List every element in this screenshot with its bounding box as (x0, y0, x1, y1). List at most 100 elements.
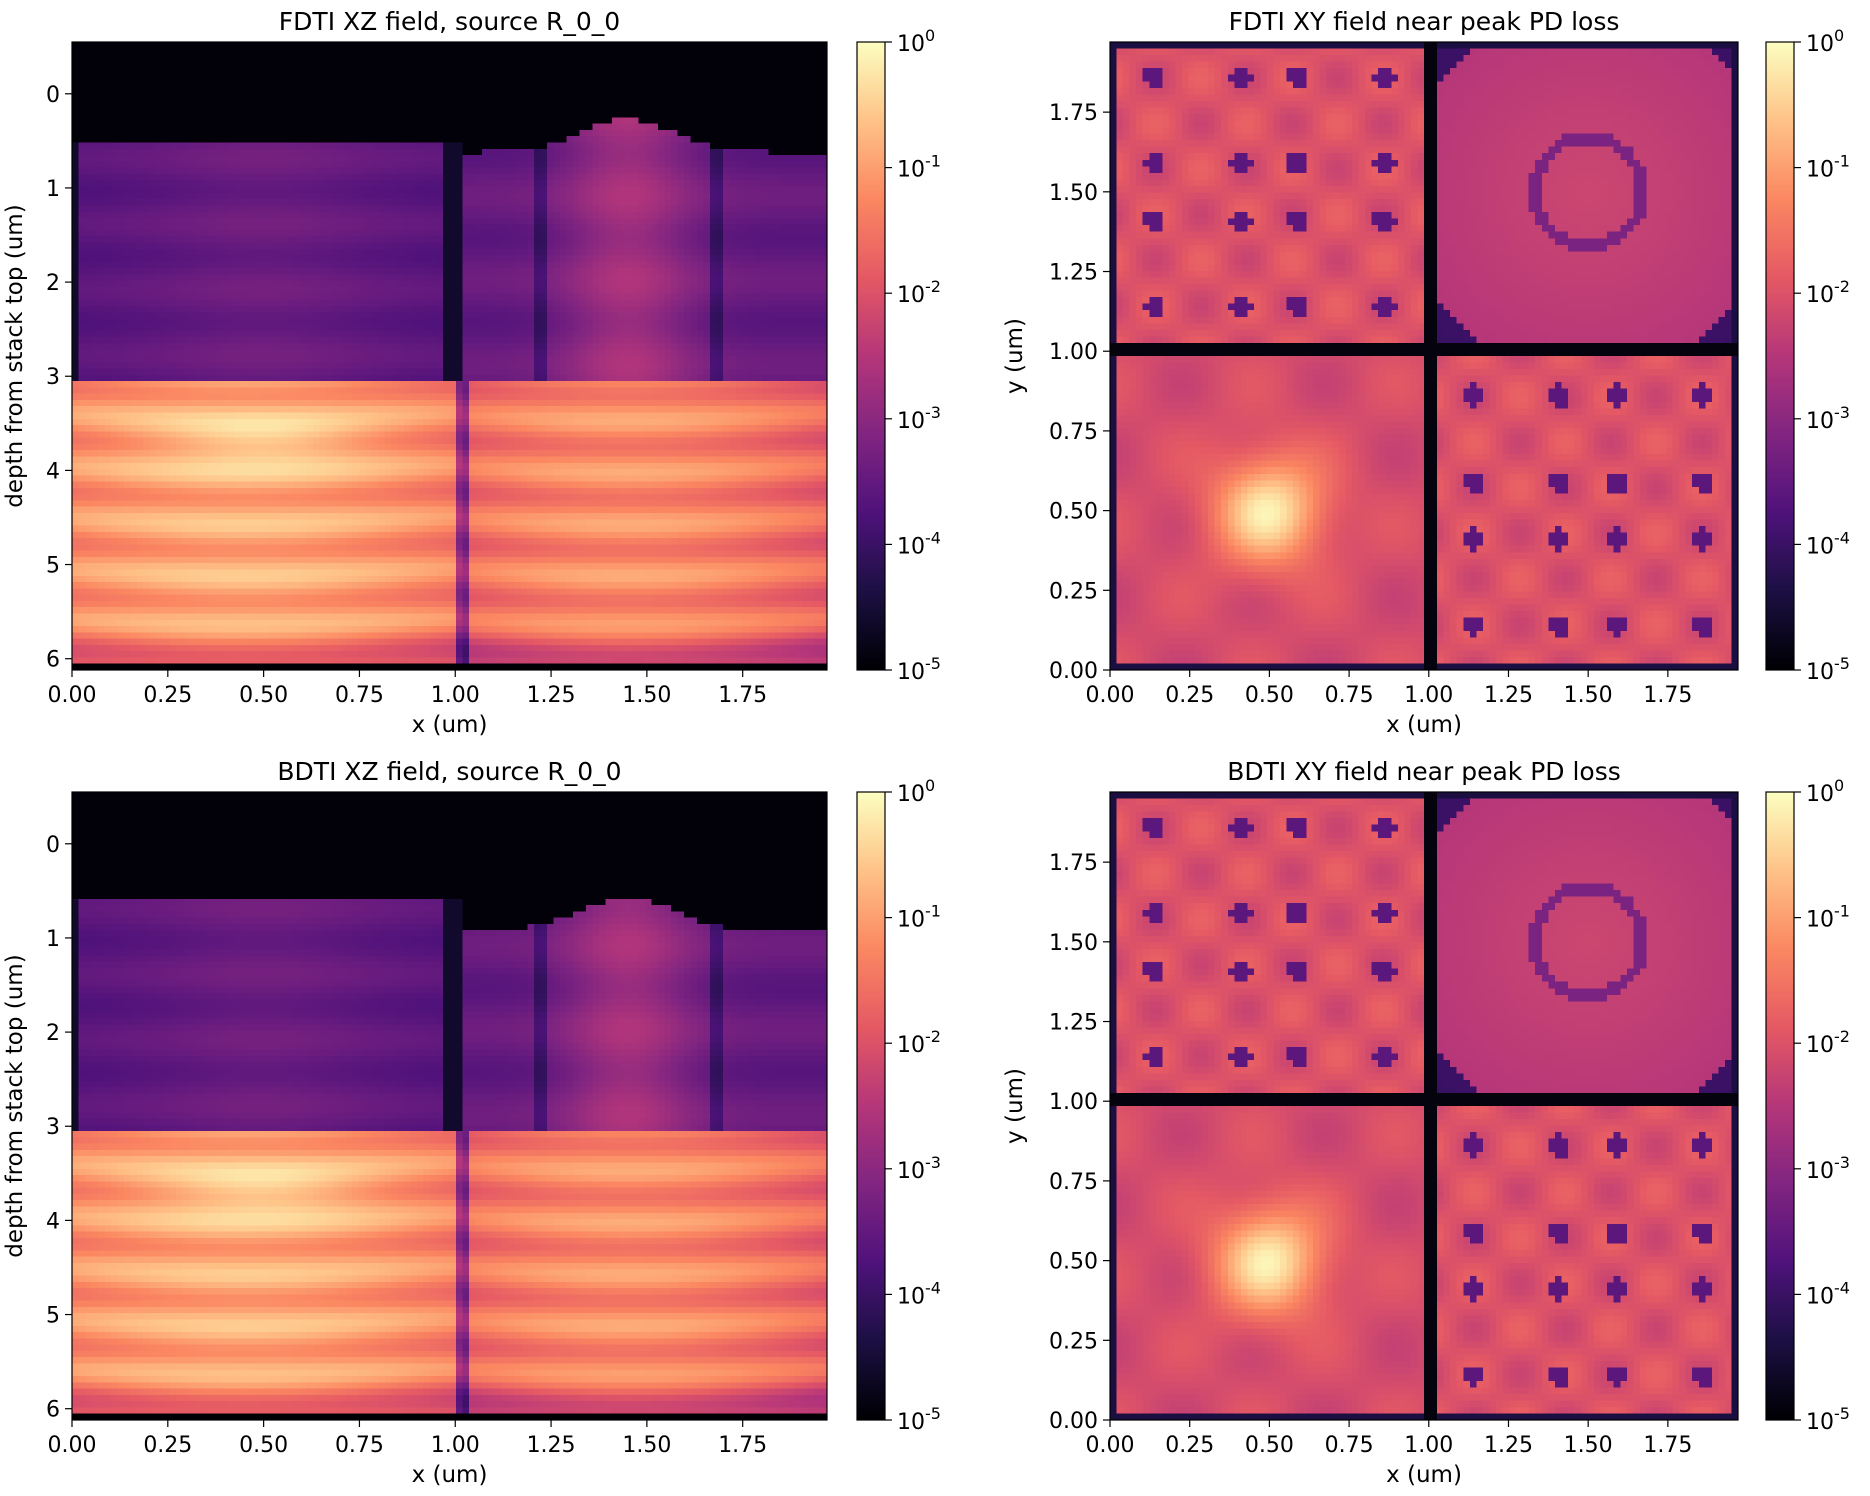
colorbar-tick-label: 10-1 (897, 152, 941, 183)
y-tick-label: 2 (46, 271, 60, 296)
plot-frame (71, 41, 828, 671)
colorbar-tick-label: 100 (1806, 26, 1844, 57)
colorbar-tick-label: 10-5 (1806, 1404, 1850, 1435)
plot-frame (71, 791, 828, 1421)
y-tick-label: 0.00 (1049, 659, 1098, 684)
colorbar-tick-label: 10-3 (1806, 403, 1850, 434)
y-tick-label: 1.50 (1049, 181, 1098, 206)
colorbar-tick-label: 10-4 (897, 1278, 941, 1309)
colorbar-tick-label: 10-1 (1806, 902, 1850, 933)
x-tick-label: 0.25 (1165, 1433, 1214, 1458)
x-tick-label: 0.75 (335, 683, 384, 708)
y-tick-label: 4 (46, 459, 60, 484)
colorbar-tick-label: 10-2 (1806, 277, 1850, 308)
x-tick-label: 1.75 (1643, 683, 1692, 708)
x-tick-label: 0.00 (48, 683, 97, 708)
x-tick-label: 0.25 (1165, 683, 1214, 708)
x-tick-label: 1.75 (1643, 1433, 1692, 1458)
x-tick-label: 1.75 (718, 1433, 767, 1458)
colorbar-tick-label: 100 (897, 26, 935, 57)
colorbar-tick-label: 100 (1806, 776, 1844, 807)
y-tick-label: 4 (46, 1209, 60, 1234)
x-tick-label: 0.25 (143, 683, 192, 708)
plot-frame (1109, 791, 1739, 1421)
x-tick-label: 0.00 (48, 1433, 97, 1458)
colorbar-tick-label: 10-4 (1806, 1278, 1850, 1309)
y-tick-label: 0 (46, 83, 60, 108)
y-tick-label: 0.00 (1049, 1409, 1098, 1434)
colorbar-tick-label: 10-1 (897, 902, 941, 933)
colorbar (1766, 792, 1794, 1420)
x-axis-label: x (um) (412, 712, 488, 738)
chart-title: FDTI XY field near peak PD loss (1229, 7, 1620, 36)
x-tick-label: 0.75 (1325, 1433, 1374, 1458)
y-tick-label: 6 (46, 1398, 60, 1423)
y-tick-label: 6 (46, 648, 60, 673)
colorbar-tick-label: 100 (897, 776, 935, 807)
x-tick-label: 1.00 (431, 1433, 480, 1458)
x-axis-label: x (um) (1386, 1462, 1462, 1488)
y-tick-label: 1.25 (1049, 261, 1098, 286)
x-tick-label: 1.00 (1404, 683, 1453, 708)
y-tick-label: 1.00 (1049, 340, 1098, 365)
heatmap-image (72, 42, 827, 670)
y-tick-label: 0.50 (1049, 1250, 1098, 1275)
y-tick-label: 0.75 (1049, 420, 1098, 445)
x-tick-label: 1.00 (431, 683, 480, 708)
x-tick-label: 1.75 (718, 683, 767, 708)
colorbar-frame (856, 41, 886, 671)
x-tick-label: 0.75 (1325, 683, 1374, 708)
x-tick-label: 1.50 (1564, 683, 1613, 708)
y-tick-label: 1 (46, 927, 60, 952)
x-tick-label: 0.50 (239, 683, 288, 708)
y-tick-label: 1.75 (1049, 851, 1098, 876)
colorbar-tick-label: 10-5 (897, 654, 941, 685)
colorbar-tick-label: 10-3 (897, 1153, 941, 1184)
x-tick-label: 1.25 (1484, 1433, 1533, 1458)
colorbar-frame (1765, 41, 1795, 671)
x-tick-label: 1.25 (1484, 683, 1533, 708)
colorbar (857, 42, 885, 670)
y-tick-label: 1.25 (1049, 1011, 1098, 1036)
x-tick-label: 1.50 (622, 1433, 671, 1458)
colorbar (1766, 42, 1794, 670)
colorbar-tick-label: 10-1 (1806, 152, 1850, 183)
colorbar-tick-label: 10-2 (897, 277, 941, 308)
x-tick-label: 0.50 (1245, 1433, 1294, 1458)
colorbar-tick-label: 10-2 (897, 1027, 941, 1058)
y-tick-label: 0.25 (1049, 579, 1098, 604)
x-tick-label: 1.25 (527, 1433, 576, 1458)
x-axis-label: x (um) (412, 1462, 488, 1488)
colorbar-tick-label: 10-4 (897, 528, 941, 559)
chart-title: BDTI XY field near peak PD loss (1227, 757, 1621, 786)
colorbar-tick-label: 10-4 (1806, 528, 1850, 559)
x-tick-label: 0.75 (335, 1433, 384, 1458)
colorbar-tick-label: 10-3 (897, 403, 941, 434)
y-tick-label: 0 (46, 833, 60, 858)
y-axis-label: depth from stack top (um) (2, 204, 28, 507)
y-tick-label: 3 (46, 1115, 60, 1140)
y-tick-label: 5 (46, 554, 60, 579)
colorbar-tick-label: 10-5 (897, 1404, 941, 1435)
y-tick-label: 3 (46, 365, 60, 390)
x-tick-label: 0.50 (239, 1433, 288, 1458)
heatmap-image (1110, 792, 1738, 1420)
colorbar (857, 792, 885, 1420)
colorbar-tick-label: 10-2 (1806, 1027, 1850, 1058)
x-tick-label: 1.50 (622, 683, 671, 708)
y-tick-label: 0.50 (1049, 500, 1098, 525)
heatmap-image (72, 792, 827, 1420)
chart-title: FDTI XZ field, source R_0_0 (279, 7, 620, 36)
y-tick-label: 1.50 (1049, 931, 1098, 956)
x-tick-label: 0.00 (1086, 683, 1135, 708)
panel-fdti-xz: FDTI XZ field, source R_0_0 0.00 0.25 0.50 0… (2, 7, 941, 738)
y-tick-label: 1 (46, 177, 60, 202)
y-tick-label: 2 (46, 1021, 60, 1046)
y-axis-label: depth from stack top (um) (2, 954, 28, 1257)
x-tick-label: 0.00 (1086, 1433, 1135, 1458)
panel-fdti-xy: FDTI XY field near peak PD loss 0.00 0.25 0… (1002, 7, 1850, 738)
y-tick-label: 1.00 (1049, 1090, 1098, 1115)
y-tick-label: 5 (46, 1304, 60, 1329)
x-axis-label: x (um) (1386, 712, 1462, 738)
